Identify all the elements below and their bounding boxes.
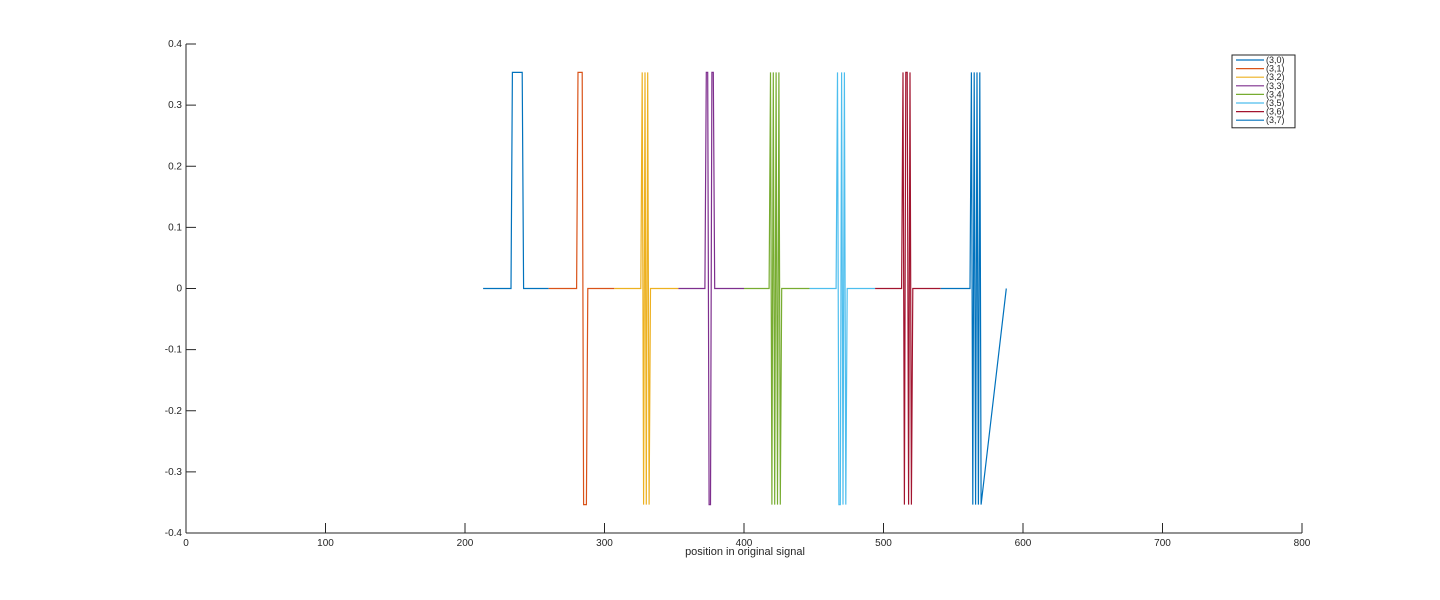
legend-entry-6: (3,6) — [1266, 107, 1285, 117]
legend: (3,0)(3,1)(3,2)(3,3)(3,4)(3,5)(3,6)(3,7) — [1231, 54, 1296, 129]
series-line-7 — [940, 72, 1007, 505]
y-tick-label: -0.4 — [165, 528, 183, 539]
series-line-6 — [875, 71, 941, 505]
y-tick-label: -0.3 — [165, 467, 183, 478]
y-tick-label: -0.2 — [165, 406, 183, 417]
y-tick-label: 0.4 — [168, 39, 182, 50]
x-tick-label: 300 — [596, 538, 613, 549]
legend-box — [1231, 54, 1296, 129]
series-line-4 — [744, 72, 810, 505]
x-axis-label: position in original signal — [685, 546, 805, 558]
y-tick-label: -0.1 — [165, 345, 183, 356]
series-line-2 — [614, 72, 679, 505]
legend-entry-2: (3,2) — [1266, 72, 1285, 82]
series-line-1 — [548, 71, 615, 506]
y-tick-label: 0.1 — [168, 222, 182, 233]
x-tick-label: 200 — [457, 538, 474, 549]
series-line-3 — [678, 71, 744, 506]
x-tick-label: 500 — [875, 538, 892, 549]
y-tick-label: 0 — [176, 284, 182, 295]
legend-entry-0: (3,0) — [1266, 55, 1285, 65]
legend-entry-4: (3,4) — [1266, 89, 1285, 99]
x-tick-label: 800 — [1294, 538, 1311, 549]
legend-entry-7: (3,7) — [1266, 115, 1285, 125]
x-tick-label: 400 — [736, 538, 753, 549]
x-tick-label: 600 — [1015, 538, 1032, 549]
plot-area — [483, 71, 1007, 506]
legend-entry-3: (3,3) — [1266, 81, 1285, 91]
legend-entry-5: (3,5) — [1266, 98, 1285, 108]
series-line-5 — [809, 72, 876, 506]
x-tick-label: 700 — [1154, 538, 1171, 549]
axes: 0 100 200 300 400 500 600 700 800 -0.4 -0.3 -0.2 -0.… — [165, 39, 1311, 549]
y-tick-label: 0.3 — [168, 100, 182, 111]
x-tick-label: 0 — [183, 538, 189, 549]
x-tick-label: 100 — [317, 538, 334, 549]
legend-entry-1: (3,1) — [1266, 64, 1285, 74]
y-tick-label: 0.2 — [168, 161, 182, 172]
series-line-0 — [483, 71, 549, 290]
